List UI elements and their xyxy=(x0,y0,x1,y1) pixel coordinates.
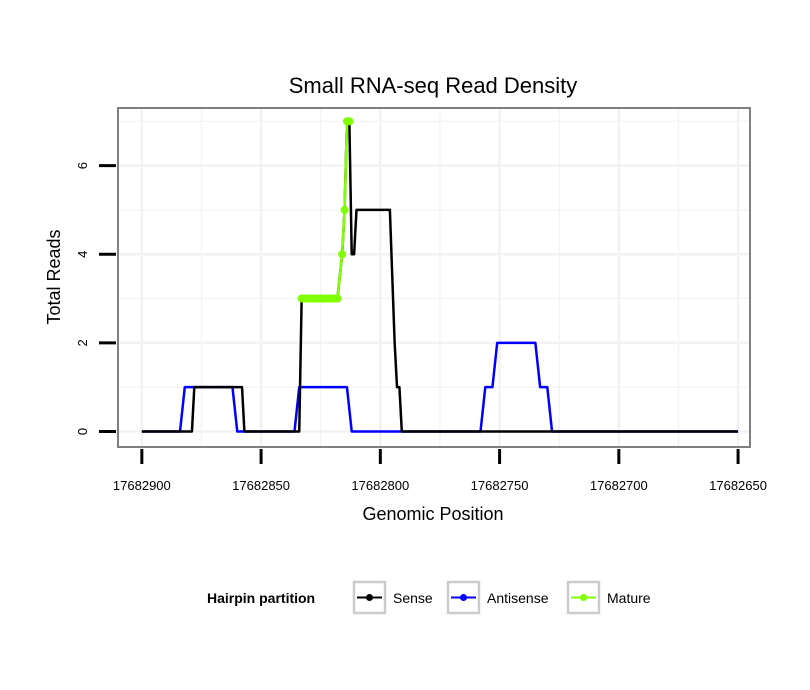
x-tick-label: 17682750 xyxy=(471,478,529,493)
legend-item-mature: Mature xyxy=(566,580,651,615)
plot-panel xyxy=(117,107,751,448)
y-axis-label: Total Reads xyxy=(44,229,64,324)
panel-background xyxy=(118,108,750,447)
legend-label-sense: Sense xyxy=(393,590,433,606)
legend: Hairpin partition Sense Antisense Mature xyxy=(207,580,651,615)
x-tick-label: 17682850 xyxy=(232,478,290,493)
legend-item-antisense: Antisense xyxy=(446,580,549,615)
y-tick-label: 6 xyxy=(75,162,90,169)
panel-border xyxy=(117,107,751,448)
x-axis: 17682900 17682850 17682800 17682750 17682700… xyxy=(113,449,767,493)
x-tick-label: 17682700 xyxy=(590,478,648,493)
data-point-mature xyxy=(340,205,349,214)
legend-marker-mature xyxy=(580,594,587,601)
x-tick-label: 17682900 xyxy=(113,478,171,493)
x-axis-label: Genomic Position xyxy=(362,504,503,524)
data-point-mature xyxy=(345,117,354,126)
legend-label-antisense: Antisense xyxy=(487,590,549,606)
y-tick-label: 4 xyxy=(75,251,90,258)
series-line-sense xyxy=(141,120,739,433)
x-tick-label: 17682650 xyxy=(709,478,767,493)
y-tick-label: 2 xyxy=(75,339,90,346)
legend-marker-antisense xyxy=(460,594,467,601)
grid-lines xyxy=(118,108,750,447)
data-point-mature xyxy=(333,294,342,303)
x-tick-label: 17682800 xyxy=(351,478,409,493)
legend-title: Hairpin partition xyxy=(207,590,315,606)
y-axis: 0 2 4 6 xyxy=(75,162,116,435)
y-tick-label: 0 xyxy=(75,428,90,435)
series-layer xyxy=(141,117,739,433)
data-point-mature xyxy=(338,250,347,259)
chart-title: Small RNA-seq Read Density xyxy=(289,73,578,98)
legend-marker-sense xyxy=(366,594,373,601)
legend-item-sense: Sense xyxy=(352,580,433,615)
legend-label-mature: Mature xyxy=(607,590,651,606)
